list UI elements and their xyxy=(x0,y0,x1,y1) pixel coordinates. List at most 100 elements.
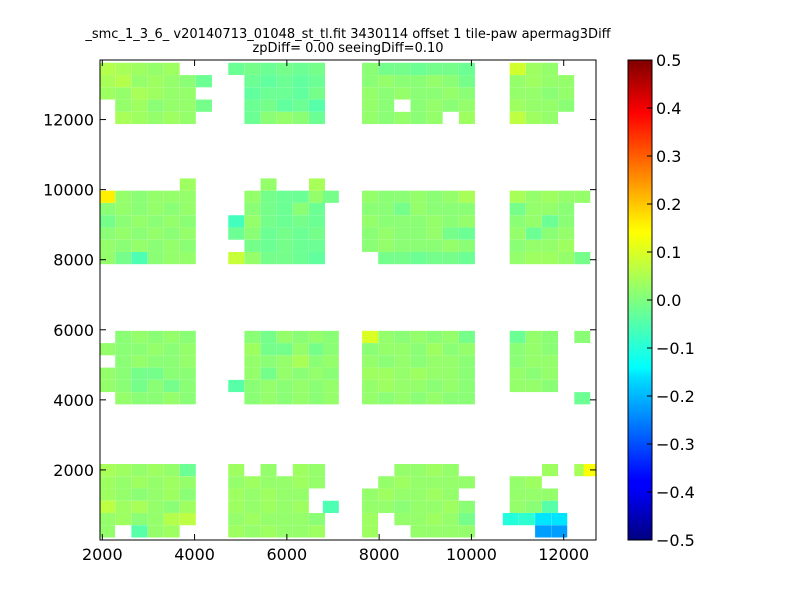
heatmap-cell xyxy=(179,500,196,513)
heatmap-cell xyxy=(442,392,459,405)
heatmap-cell xyxy=(525,75,542,88)
heatmap-cell xyxy=(292,87,309,100)
heatmap-cell xyxy=(542,75,559,88)
heatmap-cell xyxy=(309,239,325,252)
heatmap-cell xyxy=(228,463,245,477)
heatmap-cell xyxy=(558,252,575,265)
heatmap-cell xyxy=(260,513,277,526)
heatmap-cell xyxy=(309,178,325,191)
heatmap-cell xyxy=(525,355,542,368)
heatmap-cell xyxy=(260,190,277,203)
heatmap-cell xyxy=(362,75,379,88)
y-tick-label: 2000 xyxy=(53,461,94,480)
heatmap-cell xyxy=(558,190,575,203)
heatmap-cell xyxy=(426,513,443,526)
heatmap-cell xyxy=(322,500,339,513)
heatmap-cell xyxy=(426,75,443,88)
heatmap-cell xyxy=(244,111,261,125)
heatmap-cell xyxy=(378,215,395,228)
heatmap-cell xyxy=(309,525,325,538)
heatmap-cell xyxy=(509,215,526,228)
heatmap-cell xyxy=(260,367,277,380)
heatmap-cell xyxy=(100,239,116,252)
heatmap-cell xyxy=(525,488,542,501)
heatmap-cell xyxy=(260,252,277,265)
heatmap-cell xyxy=(100,513,116,526)
heatmap-cell xyxy=(179,178,196,191)
heatmap-cell xyxy=(426,87,443,100)
x-tick-label: 6000 xyxy=(267,545,308,564)
heatmap-cell xyxy=(410,239,427,252)
heatmap-cell xyxy=(179,379,196,393)
heatmap-cell xyxy=(163,476,180,489)
heatmap-cell xyxy=(458,513,475,526)
heatmap-cell xyxy=(276,367,293,380)
heatmap-cell xyxy=(458,476,475,489)
heatmap-cell xyxy=(309,355,325,368)
heatmap-cell xyxy=(394,252,411,265)
heatmap-cell xyxy=(292,239,309,252)
heatmap-cell xyxy=(458,343,475,356)
heatmap-cell xyxy=(147,75,164,88)
heatmap-cell xyxy=(276,392,293,405)
heatmap-cell xyxy=(309,476,325,489)
heatmap-cell xyxy=(147,330,164,344)
heatmap-cell xyxy=(558,87,575,100)
heatmap-cell xyxy=(322,330,339,344)
heatmap-cell xyxy=(442,525,459,538)
heatmap-cell xyxy=(131,500,148,513)
heatmap-cell xyxy=(179,513,196,526)
heatmap-cell xyxy=(525,99,542,112)
heatmap-cell xyxy=(394,367,411,380)
heatmap-cell xyxy=(378,343,395,356)
heatmap-cell xyxy=(426,367,443,380)
heatmap-cell xyxy=(260,202,277,216)
heatmap-cell xyxy=(292,379,309,393)
heatmap-cell xyxy=(244,239,261,252)
heatmap-cell xyxy=(115,202,132,216)
heatmap-cell xyxy=(410,190,427,203)
heatmap-cell xyxy=(292,513,309,526)
heatmap-cell xyxy=(551,525,568,538)
heatmap-cell xyxy=(131,87,148,100)
heatmap-cell xyxy=(115,392,132,405)
chart-subtitle: zpDiff= 0.00 seeingDiff=0.10 xyxy=(252,41,443,56)
heatmap-cell xyxy=(542,343,559,356)
heatmap-cell xyxy=(147,190,164,203)
colorbar-tick-label: −0.1 xyxy=(656,339,695,358)
heatmap-cell xyxy=(115,343,132,356)
heatmap-cell xyxy=(163,488,180,501)
heatmap-cell xyxy=(179,202,196,216)
heatmap-cell xyxy=(542,355,559,368)
heatmap-cell xyxy=(115,513,132,526)
heatmap-cell xyxy=(309,202,325,216)
heatmap-cell xyxy=(244,476,261,489)
heatmap-cell xyxy=(115,75,132,88)
heatmap-cell xyxy=(163,190,180,203)
heatmap-cell xyxy=(426,343,443,356)
heatmap-cell xyxy=(244,62,261,76)
heatmap-cell xyxy=(322,367,339,380)
heatmap-cell xyxy=(458,99,475,112)
heatmap-cell xyxy=(276,111,293,125)
heatmap-cell xyxy=(115,500,132,513)
x-tick-label: 2000 xyxy=(82,545,123,564)
heatmap-cell xyxy=(244,513,261,526)
heatmap-cell xyxy=(292,355,309,368)
heatmap-cell xyxy=(147,239,164,252)
heatmap-cell xyxy=(292,62,309,76)
heatmap-cell xyxy=(115,87,132,100)
heatmap-cell xyxy=(410,379,427,393)
heatmap-cell xyxy=(292,227,309,240)
heatmap-cell xyxy=(542,239,559,252)
heatmap-cell xyxy=(260,355,277,368)
heatmap-cell xyxy=(115,190,132,203)
heatmap-cell xyxy=(100,476,116,489)
heatmap-cell xyxy=(163,355,180,368)
heatmap-cell xyxy=(131,190,148,203)
heatmap-cell xyxy=(574,190,591,203)
heatmap-cell xyxy=(276,513,293,526)
heatmap-cell xyxy=(244,488,261,501)
colorbar-tick-label: −0.5 xyxy=(656,531,695,550)
y-axis: 2000 4000 6000 8000 10000 12000 xyxy=(43,111,596,480)
